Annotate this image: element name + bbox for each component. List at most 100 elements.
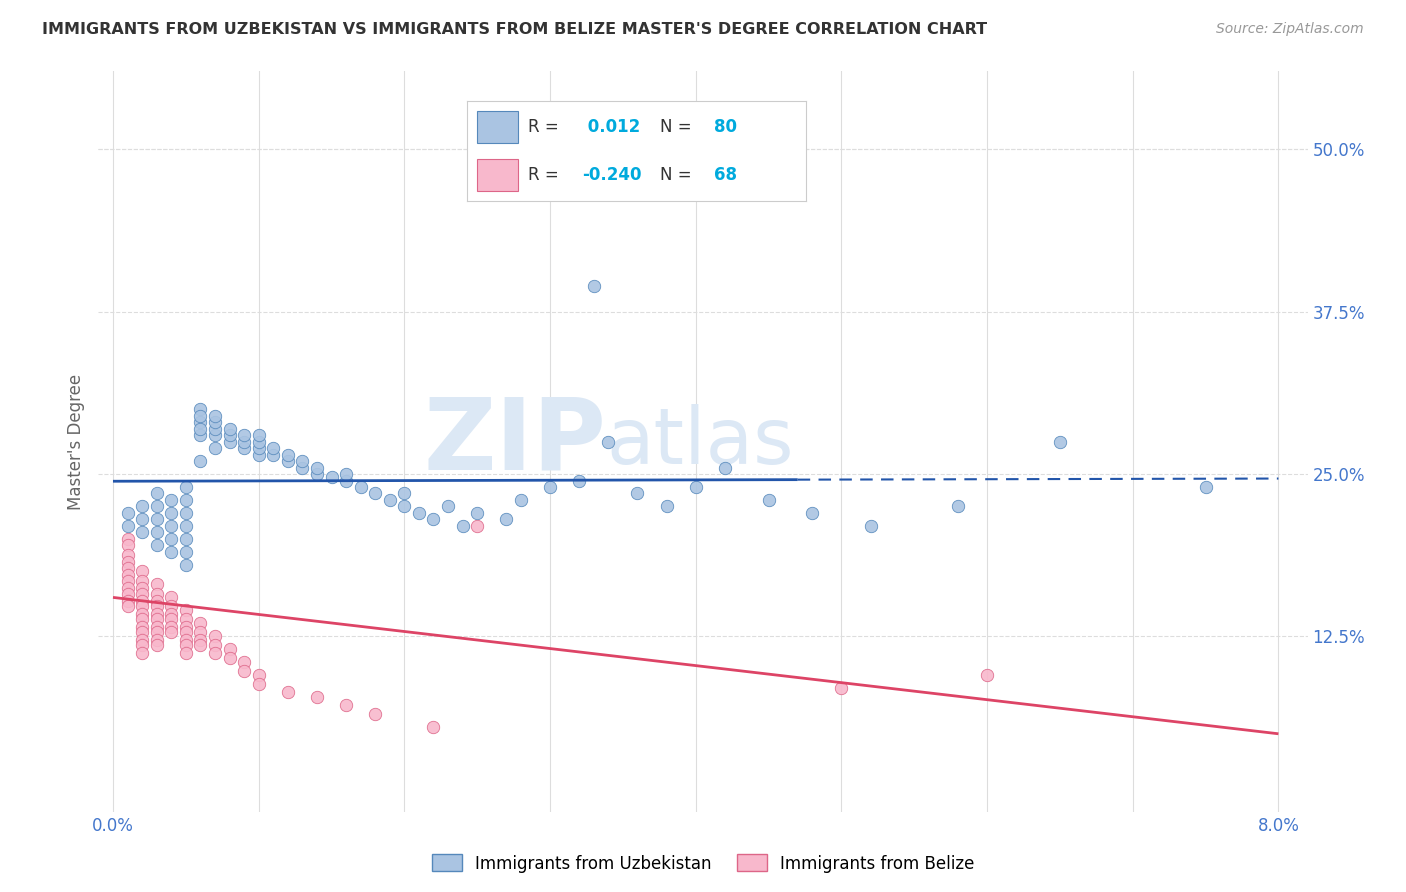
- Point: [598, 434, 620, 449]
- Point: [655, 500, 678, 514]
- Point: [174, 532, 197, 546]
- Point: [145, 620, 167, 634]
- Point: [291, 460, 314, 475]
- Point: [174, 633, 197, 648]
- Point: [190, 454, 212, 468]
- Point: [160, 607, 183, 622]
- Point: [190, 409, 212, 423]
- Point: [218, 421, 240, 435]
- Point: [190, 625, 212, 640]
- Point: [131, 512, 153, 526]
- Point: [174, 545, 197, 559]
- Point: [131, 599, 153, 614]
- Point: [291, 454, 314, 468]
- Point: [190, 639, 212, 653]
- Point: [145, 486, 167, 500]
- Point: [131, 620, 153, 634]
- Point: [160, 591, 183, 605]
- Point: [145, 512, 167, 526]
- Point: [117, 582, 139, 596]
- Point: [218, 651, 240, 665]
- Point: [117, 594, 139, 608]
- Point: [131, 594, 153, 608]
- Point: [335, 474, 357, 488]
- Point: [160, 625, 183, 640]
- Point: [1049, 434, 1071, 449]
- Point: [174, 519, 197, 533]
- Point: [204, 441, 226, 455]
- Point: [262, 441, 284, 455]
- Point: [190, 633, 212, 648]
- Point: [145, 639, 167, 653]
- Point: [145, 500, 167, 514]
- Point: [131, 607, 153, 622]
- Point: [117, 599, 139, 614]
- Point: [145, 599, 167, 614]
- Point: [247, 668, 270, 682]
- Point: [204, 421, 226, 435]
- Point: [190, 421, 212, 435]
- Y-axis label: Master's Degree: Master's Degree: [66, 374, 84, 509]
- Point: [350, 480, 373, 494]
- Point: [218, 434, 240, 449]
- Point: [160, 493, 183, 508]
- Point: [262, 448, 284, 462]
- Point: [174, 646, 197, 660]
- Text: atlas: atlas: [606, 403, 794, 480]
- Point: [190, 616, 212, 631]
- Point: [204, 415, 226, 429]
- Point: [174, 620, 197, 634]
- Point: [174, 639, 197, 653]
- Point: [247, 434, 270, 449]
- Point: [364, 707, 387, 722]
- Point: [321, 469, 343, 483]
- Point: [946, 500, 969, 514]
- Point: [174, 493, 197, 508]
- Point: [495, 512, 517, 526]
- Point: [131, 633, 153, 648]
- Point: [204, 428, 226, 442]
- Point: [685, 480, 707, 494]
- Point: [378, 493, 401, 508]
- Point: [422, 512, 444, 526]
- Point: [190, 415, 212, 429]
- Point: [131, 574, 153, 588]
- Point: [204, 646, 226, 660]
- Point: [160, 519, 183, 533]
- Point: [451, 519, 474, 533]
- Point: [117, 560, 139, 574]
- Point: [174, 625, 197, 640]
- Point: [801, 506, 824, 520]
- Legend: Immigrants from Uzbekistan, Immigrants from Belize: Immigrants from Uzbekistan, Immigrants f…: [425, 847, 981, 880]
- Point: [174, 506, 197, 520]
- Point: [117, 586, 139, 600]
- Point: [233, 441, 256, 455]
- Point: [408, 506, 430, 520]
- Point: [233, 428, 256, 442]
- Point: [160, 599, 183, 614]
- Point: [117, 548, 139, 562]
- Point: [131, 639, 153, 653]
- Point: [131, 586, 153, 600]
- Point: [830, 681, 852, 696]
- Point: [305, 467, 328, 481]
- Point: [160, 506, 183, 520]
- Point: [204, 639, 226, 653]
- Point: [626, 486, 648, 500]
- Point: [218, 428, 240, 442]
- Point: [509, 493, 531, 508]
- Point: [174, 603, 197, 617]
- Point: [437, 500, 460, 514]
- Text: IMMIGRANTS FROM UZBEKISTAN VS IMMIGRANTS FROM BELIZE MASTER'S DEGREE CORRELATION: IMMIGRANTS FROM UZBEKISTAN VS IMMIGRANTS…: [42, 22, 987, 37]
- Point: [131, 612, 153, 626]
- Point: [160, 612, 183, 626]
- Point: [190, 428, 212, 442]
- Point: [117, 555, 139, 569]
- Point: [131, 646, 153, 660]
- Point: [277, 448, 299, 462]
- Point: [145, 577, 167, 591]
- Point: [976, 668, 998, 682]
- Point: [131, 525, 153, 540]
- Point: [465, 519, 488, 533]
- Point: [758, 493, 780, 508]
